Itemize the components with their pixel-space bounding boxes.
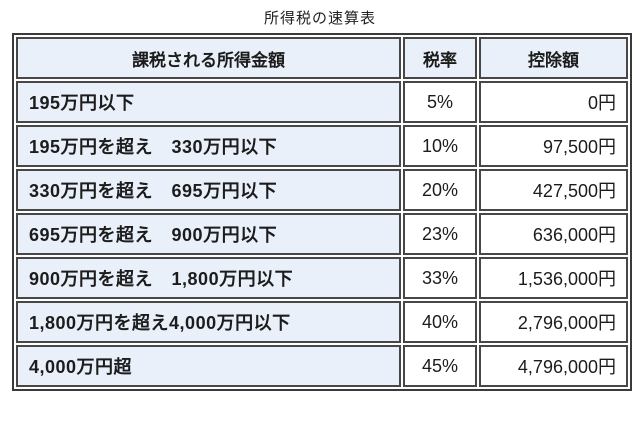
page-title: 所得税の速算表 [263,10,376,27]
header-tax-rate: 税率 [403,37,477,79]
income-cell: 1,800万円を超え4,000万円以下 [16,301,401,343]
table-row: 1,800万円を超え4,000万円以下 40% 2,796,000円 [16,301,628,343]
table-row: 330万円を超え 695万円以下 20% 427,500円 [16,169,628,211]
deduction-cell: 427,500円 [479,169,628,211]
table-row: 900万円を超え 1,800万円以下 33% 1,536,000円 [16,257,628,299]
table-row: 195万円以下 5% 0円 [16,81,628,123]
deduction-cell: 1,536,000円 [479,257,628,299]
deduction-cell: 0円 [479,81,628,123]
rate-cell: 40% [403,301,477,343]
table-row: 4,000万円超 45% 4,796,000円 [16,345,628,387]
income-cell: 195万円を超え 330万円以下 [16,125,401,167]
rate-cell: 33% [403,257,477,299]
deduction-cell: 97,500円 [479,125,628,167]
income-cell: 330万円を超え 695万円以下 [16,169,401,211]
table-row: 195万円を超え 330万円以下 10% 97,500円 [16,125,628,167]
header-taxable-income: 課税される所得金額 [16,37,401,79]
rate-cell: 23% [403,213,477,255]
header-row: 課税される所得金額 税率 控除額 [16,37,628,79]
income-cell: 195万円以下 [16,81,401,123]
deduction-cell: 2,796,000円 [479,301,628,343]
deduction-cell: 636,000円 [479,213,628,255]
income-cell: 4,000万円超 [16,345,401,387]
header-deduction: 控除額 [479,37,628,79]
rate-cell: 5% [403,81,477,123]
rate-cell: 20% [403,169,477,211]
income-tax-table: 課税される所得金額 税率 控除額 195万円以下 5% 0円 195万円を超え … [12,33,632,391]
deduction-cell: 4,796,000円 [479,345,628,387]
rate-cell: 45% [403,345,477,387]
rate-cell: 10% [403,125,477,167]
income-cell: 900万円を超え 1,800万円以下 [16,257,401,299]
table-row: 695万円を超え 900万円以下 23% 636,000円 [16,213,628,255]
income-cell: 695万円を超え 900万円以下 [16,213,401,255]
